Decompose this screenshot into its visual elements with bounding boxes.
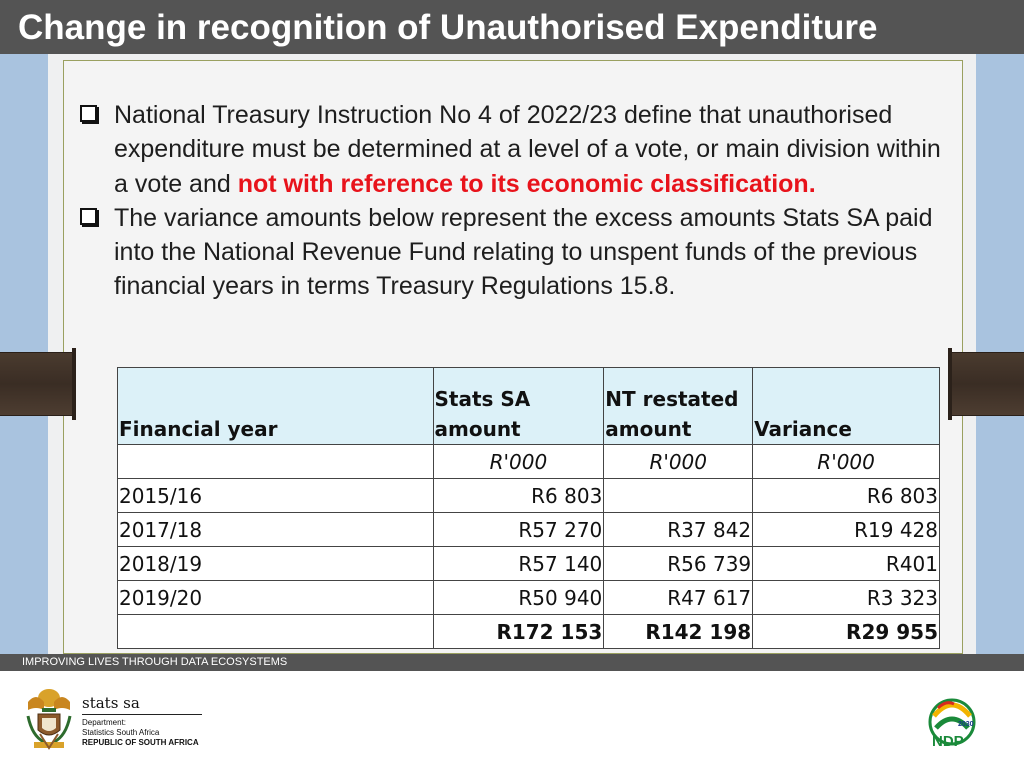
table-row: 2018/19 R57 140 R56 739 R401 xyxy=(117,546,940,581)
logo-divider xyxy=(82,714,202,715)
nt-restated-cell: R47 617 xyxy=(603,580,754,615)
dept-name: Statistics South Africa xyxy=(82,728,160,737)
year-cell: 2015/16 xyxy=(117,478,434,513)
table-row: 2015/16 R6 803 R6 803 xyxy=(117,478,940,513)
stats-sa-cell: R57 270 xyxy=(432,512,605,547)
variance-cell: R6 803 xyxy=(752,478,940,513)
stats-sa-total: R172 153 xyxy=(432,614,605,649)
unit-cell: R'000 xyxy=(752,444,940,479)
slide-title: Change in recognition of Unauthorised Ex… xyxy=(18,8,878,47)
org-name: stats sa xyxy=(82,694,140,712)
ndp-year-text: 2030 xyxy=(958,721,974,728)
bullet-text: The variance amounts below represent the… xyxy=(114,203,933,301)
stats-sa-cell: R57 140 xyxy=(432,546,605,581)
right-wood-bracket xyxy=(950,352,1024,416)
country-name: REPUBLIC OF SOUTH AFRICA xyxy=(82,738,199,747)
footer-bar: IMPROVING LIVES THROUGH DATA ECOSYSTEMS xyxy=(0,654,1024,671)
stats-sa-cell: R50 940 xyxy=(432,580,605,615)
unit-cell: R'000 xyxy=(432,444,605,479)
table-row: 2017/18 R57 270 R37 842 R19 428 xyxy=(117,512,940,547)
ndp-2030-logo-icon: 2030 NDP xyxy=(928,698,976,750)
checkbox-bullet-icon xyxy=(80,105,97,122)
year-cell: 2018/19 xyxy=(117,546,434,581)
year-cell: 2017/18 xyxy=(117,512,434,547)
stats-sa-logo: stats sa Department: Statistics South Af… xyxy=(82,694,202,748)
bullet-highlight-text: not with reference to its economic class… xyxy=(237,169,816,198)
nt-restated-cell: R37 842 xyxy=(603,512,754,547)
bullet-item: The variance amounts below represent the… xyxy=(78,201,958,304)
totals-row: R172 153 R142 198 R29 955 xyxy=(117,614,940,649)
totals-label-cell xyxy=(117,614,434,649)
nt-restated-total: R142 198 xyxy=(603,614,754,649)
checkbox-bullet-icon xyxy=(80,207,97,225)
bullet-list: National Treasury Instruction No 4 of 20… xyxy=(78,98,958,304)
year-cell: 2019/20 xyxy=(117,580,434,615)
header-nt-restated-amount: NT restated amount xyxy=(603,367,754,445)
unit-cell xyxy=(117,444,434,479)
title-bar: Change in recognition of Unauthorised Ex… xyxy=(0,0,1024,54)
table-header-row: Financial year Stats SA amount NT restat… xyxy=(117,367,940,445)
variance-cell: R19 428 xyxy=(752,512,940,547)
stats-sa-cell: R6 803 xyxy=(432,478,605,513)
variance-cell: R401 xyxy=(752,546,940,581)
coat-of-arms-icon xyxy=(26,689,72,750)
left-wood-bracket xyxy=(0,352,74,416)
expenditure-table: Financial year Stats SA amount NT restat… xyxy=(117,367,940,649)
variance-cell: R3 323 xyxy=(752,580,940,615)
header-financial-year: Financial year xyxy=(117,367,434,445)
unit-cell: R'000 xyxy=(603,444,754,479)
units-row: R'000 R'000 R'000 xyxy=(117,444,940,479)
bullet-text: National Treasury Instruction No 4 of 20… xyxy=(114,101,941,198)
header-stats-sa-amount: Stats SA amount xyxy=(432,367,605,445)
nt-restated-cell xyxy=(603,478,754,513)
left-bracket-pin xyxy=(72,348,76,420)
variance-total: R29 955 xyxy=(752,614,940,649)
header-variance: Variance xyxy=(752,367,940,445)
footer-tagline: IMPROVING LIVES THROUGH DATA ECOSYSTEMS xyxy=(22,656,288,668)
bullet-item: National Treasury Instruction No 4 of 20… xyxy=(78,98,958,201)
ndp-label-text: NDP xyxy=(932,733,964,750)
table-row: 2019/20 R50 940 R47 617 R3 323 xyxy=(117,580,940,615)
nt-restated-cell: R56 739 xyxy=(603,546,754,581)
right-bracket-pin xyxy=(948,348,952,420)
dept-label: Department: xyxy=(82,718,127,727)
